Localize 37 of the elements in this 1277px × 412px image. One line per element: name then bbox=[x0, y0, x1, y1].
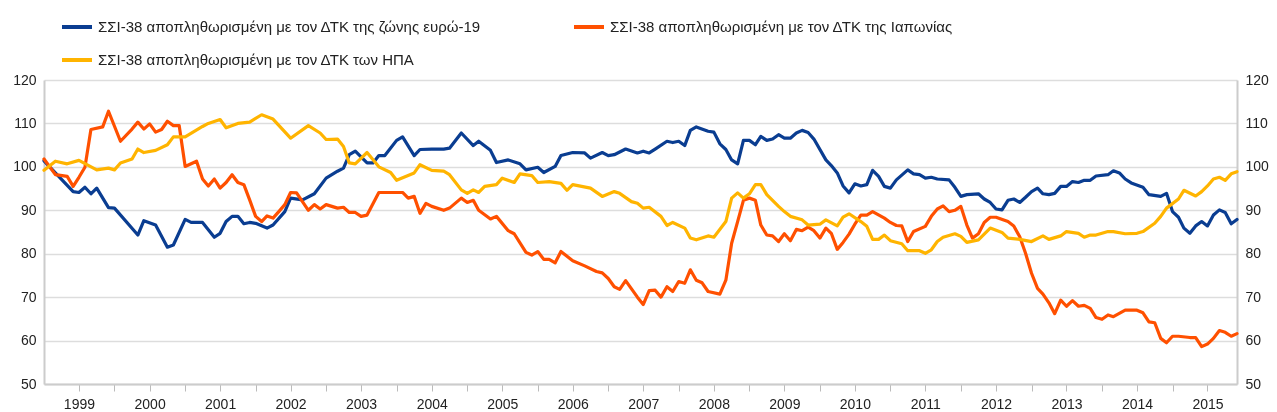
y2-tick-label: 120 bbox=[1245, 71, 1270, 88]
line-series bbox=[42, 109, 1239, 349]
x-tick-label: 2010 bbox=[839, 395, 872, 412]
x-tick-label: 2003 bbox=[346, 395, 378, 412]
x-tick-label: 2008 bbox=[698, 395, 731, 412]
x-tick-label: 2015 bbox=[1192, 395, 1224, 412]
x-tick-label: 2009 bbox=[769, 395, 801, 412]
y-tick-label: 50 bbox=[20, 375, 37, 392]
y2-tick-label: 90 bbox=[1245, 201, 1262, 218]
legend-label: ΣΣΙ-38 αποπληθωρισμένη με τον ΔΤΚ της ζώνης ευρώ-19 bbox=[98, 18, 481, 35]
x-tick-label: 2002 bbox=[275, 395, 307, 412]
x-tick-label: 2005 bbox=[487, 395, 519, 412]
y2-tick-label: 60 bbox=[1245, 332, 1262, 349]
x-tick-label: 2011 bbox=[910, 395, 942, 412]
y-tick-label: 90 bbox=[20, 201, 37, 218]
y-tick-label: 60 bbox=[20, 332, 37, 349]
y-tick-label: 80 bbox=[20, 245, 37, 262]
y-tick-label: 70 bbox=[20, 288, 37, 305]
x-tick-label: 2012 bbox=[980, 395, 1013, 412]
x-tick-label: 2000 bbox=[134, 395, 166, 412]
y-tick-label: 110 bbox=[14, 114, 37, 131]
y2-tick-label: 100 bbox=[1245, 158, 1270, 175]
y-tick-label: 120 bbox=[13, 71, 37, 88]
legend-label: ΣΣΙ-38 αποπληθωρισμένη με τον ΔΤΚ της Ιαπωνίας bbox=[610, 18, 953, 35]
y2-tick-label: 80 bbox=[1245, 245, 1262, 262]
legend-label: ΣΣΙ-38 αποπληθωρισμένη με τον ΔΤΚ των ΗΠΑ bbox=[98, 51, 414, 68]
y2-tick-label: 50 bbox=[1245, 375, 1262, 392]
y-tick-label: 100 bbox=[13, 158, 37, 175]
x-tick-label: 2007 bbox=[628, 395, 660, 412]
x-tick-label: 2014 bbox=[1121, 395, 1154, 412]
x-tick-label: 2013 bbox=[1051, 395, 1083, 412]
x-tick-label: 1999 bbox=[63, 395, 96, 412]
x-tick-label: 2001 bbox=[205, 395, 237, 412]
x-tick-label: 2006 bbox=[557, 395, 589, 412]
x-tick-label: 2004 bbox=[416, 395, 449, 412]
y2-tick-label: 110 bbox=[1245, 114, 1269, 131]
y2-tick-label: 70 bbox=[1245, 288, 1262, 305]
